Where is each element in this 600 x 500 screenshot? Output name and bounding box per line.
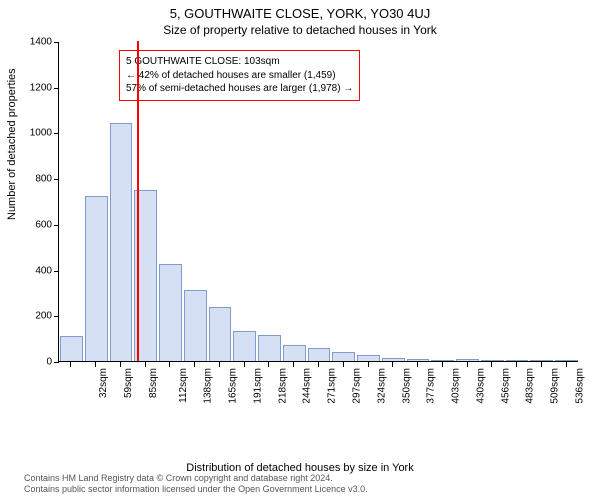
histogram-bar [530,360,553,361]
histogram-bar [357,355,380,361]
y-tick-mark [54,88,59,89]
footer-line-2: Contains public sector information licen… [24,484,368,496]
x-tick-mark [268,362,269,367]
marker-line [137,41,139,361]
x-tick-mark [417,362,418,367]
chart-area: 5 GOUTHWAITE CLOSE: 103sqm ← 42% of deta… [58,42,578,414]
x-tick-mark [491,362,492,367]
x-tick-mark [318,362,319,367]
plot-area: 5 GOUTHWAITE CLOSE: 103sqm ← 42% of deta… [58,42,578,362]
x-tick-mark [566,362,567,367]
x-tick-mark [541,362,542,367]
x-tick-mark [219,362,220,367]
histogram-bar [283,345,306,361]
x-tick-label: 32sqm [98,368,109,398]
x-tick-label: 191sqm [253,368,264,404]
page-title: 5, GOUTHWAITE CLOSE, YORK, YO30 4UJ [0,0,600,21]
x-tick-label: 59sqm [123,368,134,398]
histogram-bar [110,123,133,361]
y-tick-mark [54,316,59,317]
histogram-bar [555,360,578,361]
footer-line-1: Contains HM Land Registry data © Crown c… [24,473,368,485]
x-tick-mark [120,362,121,367]
x-tick-label: 536sqm [574,368,585,404]
x-tick-label: 112sqm [178,368,189,403]
x-tick-label: 483sqm [525,368,536,404]
x-tick-label: 297sqm [352,368,363,404]
y-tick-label: 0 [18,357,52,368]
x-tick-mark [368,362,369,367]
y-tick-mark [54,271,59,272]
x-tick-mark [95,362,96,367]
histogram-bar [209,307,232,361]
y-tick-mark [54,362,59,363]
annotation-line-1: 5 GOUTHWAITE CLOSE: 103sqm [126,55,353,69]
histogram-bar [308,348,331,361]
annotation-line-3: 57% of semi-detached houses are larger (… [126,82,353,96]
x-tick-mark [392,362,393,367]
x-tick-mark [516,362,517,367]
y-tick-label: 600 [18,219,52,230]
histogram-bar [85,196,108,361]
histogram-bar [233,331,256,361]
y-tick-label: 400 [18,265,52,276]
y-tick-mark [54,133,59,134]
x-tick-label: 85sqm [148,368,159,398]
x-tick-label: 377sqm [426,368,437,404]
x-tick-mark [70,362,71,367]
histogram-bar [382,358,405,361]
x-tick-mark [169,362,170,367]
y-tick-label: 200 [18,311,52,322]
y-tick-mark [54,179,59,180]
x-tick-label: 271sqm [327,368,338,404]
page-subtitle: Size of property relative to detached ho… [0,21,600,41]
y-tick-mark [54,42,59,43]
y-tick-label: 1000 [18,128,52,139]
histogram-bar [506,360,529,361]
x-tick-label: 218sqm [277,368,288,404]
y-tick-mark [54,225,59,226]
x-tick-label: 509sqm [550,368,561,404]
x-tick-mark [467,362,468,367]
x-tick-mark [442,362,443,367]
x-tick-mark [194,362,195,367]
x-tick-label: 403sqm [451,368,462,404]
x-tick-label: 430sqm [475,368,486,404]
footer-attribution: Contains HM Land Registry data © Crown c… [24,473,368,496]
histogram-bar [407,359,430,361]
y-axis-label: Number of detached properties [6,68,18,220]
annotation-line-2: ← 42% of detached houses are smaller (1,… [126,69,353,83]
histogram-bar [60,336,83,361]
x-tick-label: 456sqm [500,368,511,404]
histogram-bar [431,360,454,361]
x-tick-label: 350sqm [401,368,412,404]
histogram-bar [456,359,479,361]
x-tick-mark [244,362,245,367]
x-tick-label: 165sqm [228,368,239,404]
annotation-box: 5 GOUTHWAITE CLOSE: 103sqm ← 42% of deta… [119,50,360,101]
histogram-bar [332,352,355,361]
x-tick-label: 138sqm [203,368,214,404]
y-tick-label: 1400 [18,37,52,48]
histogram-bar [159,264,182,361]
x-tick-mark [343,362,344,367]
x-tick-label: 244sqm [302,368,313,404]
x-tick-mark [293,362,294,367]
x-tick-mark [145,362,146,367]
histogram-bar [184,290,207,361]
y-tick-label: 1200 [18,82,52,93]
histogram-bar [481,360,504,361]
histogram-bar [258,335,281,361]
x-tick-label: 324sqm [376,368,387,404]
y-tick-label: 800 [18,174,52,185]
